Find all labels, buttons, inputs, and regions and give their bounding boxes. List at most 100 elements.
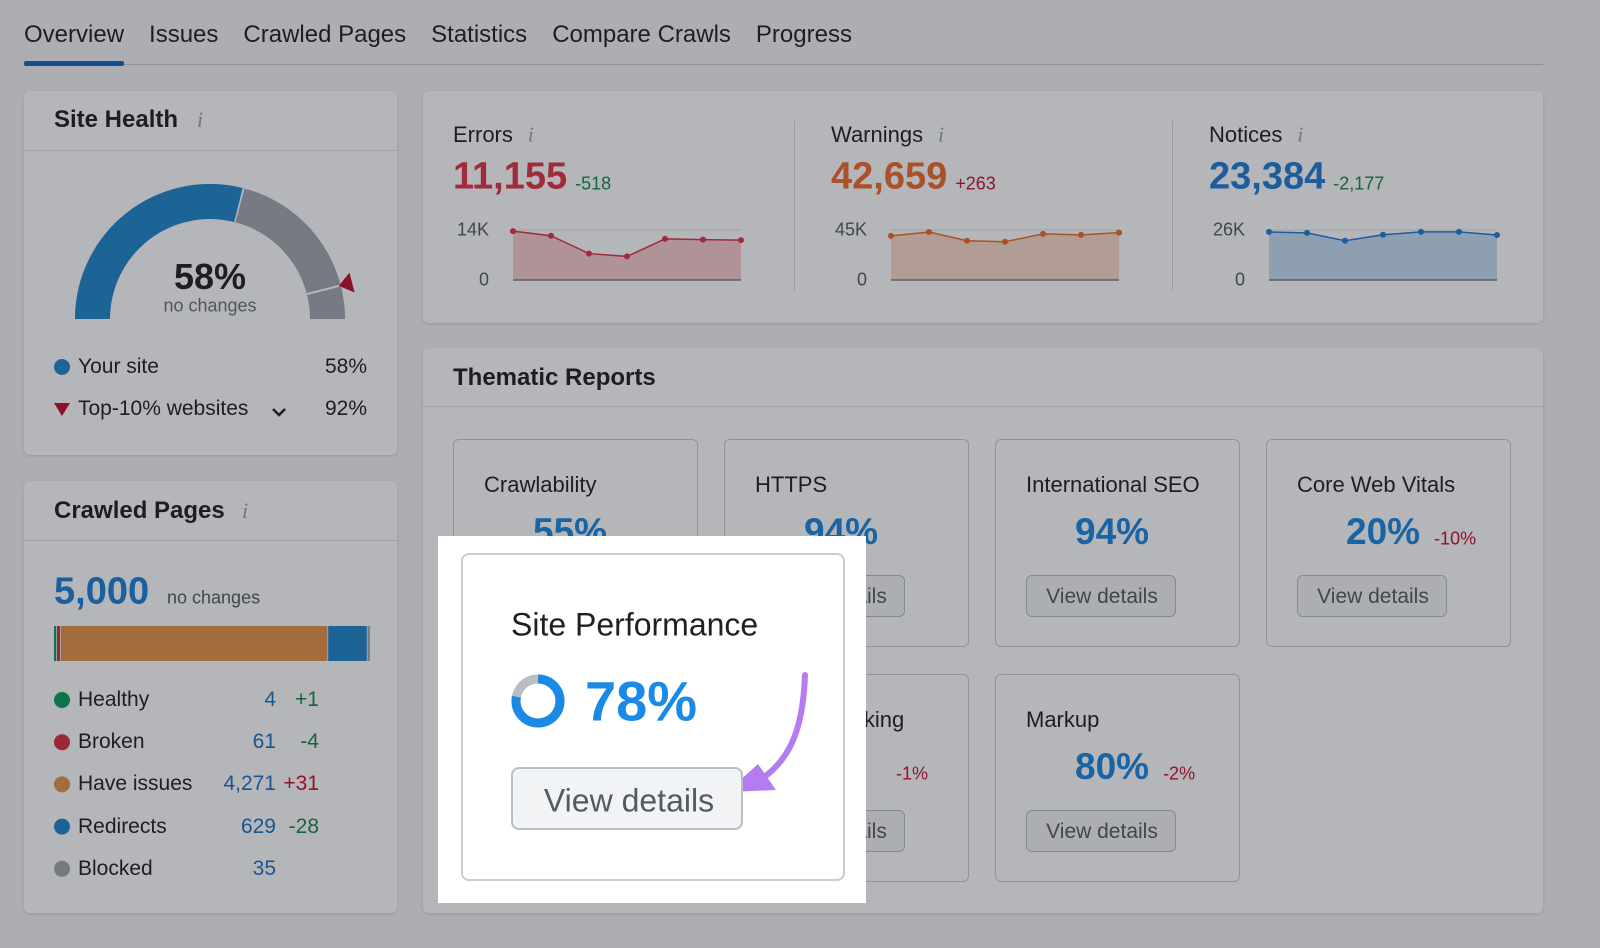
y-tick-label: 0 [478,269,489,290]
tab[interactable]: Compare Crawls [552,21,731,48]
header-divider [24,150,397,151]
button-label: View details [1317,585,1429,608]
crawled-pages-card [24,481,397,913]
y-tick-label: 45K [834,219,867,240]
row-count: 4 [264,688,276,711]
gauge-note: no changes [163,295,257,316]
button-label: View details [543,782,715,819]
dropdown-chevron [272,408,286,417]
bar-segment [60,626,329,661]
legend-triangle [54,403,70,416]
sparkline-dot [1342,237,1348,244]
sparkline-area [513,231,741,280]
report-value: 94% [1075,511,1150,552]
report-change: -1% [896,763,929,784]
tab[interactable]: Issues [149,21,219,48]
row-name: Redirects [78,814,167,838]
row-count: 629 [240,814,276,838]
info-icon: i [242,498,249,523]
row-count: 35 [252,856,276,880]
row-dot [54,776,70,793]
row-name: Blocked [78,856,153,880]
issue-change: -2,177 [1333,173,1385,194]
sparkline-dot [586,250,592,257]
report-value: 80% [1075,746,1150,787]
sparkline-dot [964,237,970,244]
info-icon: i [938,122,944,147]
card-title: Thematic Reports [453,364,656,391]
sparkline-dot [926,229,932,235]
total-note: no changes [167,587,261,608]
report-change: -10% [1434,528,1477,549]
report-name: Markup [1026,707,1100,732]
issues-card [423,91,1543,323]
benchmark-marker [338,272,355,293]
report-value: 20% [1346,511,1421,552]
report-value: 78% [585,669,698,733]
bar-segment [54,626,57,661]
sparkline-dot [1380,231,1386,238]
y-tick-label: 0 [1234,269,1245,290]
gauge-value [75,184,244,319]
gauge-value-label: 58% [173,256,247,297]
tab[interactable]: Progress [755,21,852,48]
button-label: View details [1046,585,1158,608]
report-name: Site Performance [511,606,759,643]
sparkline-dot [1418,228,1424,235]
sparkline-dot [1078,231,1084,238]
sparkline-dot [1040,230,1046,237]
report-change: -2% [1163,763,1196,784]
tab-divider [24,64,1543,65]
y-tick-label: 14K [456,219,489,240]
row-dot [54,734,70,751]
sparkline-dot [662,235,668,242]
header-divider [24,540,397,541]
legend-name: Your site [78,355,159,378]
row-dot [54,860,70,877]
report-name: Core Web Vitals [1297,472,1456,497]
card-title: Site Health [54,106,179,133]
report-name: International SEO [1026,472,1200,497]
sparkline-dot [624,253,630,260]
sparkline-dot [1494,232,1500,239]
tab[interactable]: Statistics [431,21,528,48]
tab-underline [24,61,125,66]
sparkline-area [1269,231,1497,280]
issue-change: -518 [575,173,612,194]
bar-segment [367,626,371,661]
benchmark-divider [306,284,342,296]
row-dot [54,692,70,708]
issue-name: Warnings [831,122,924,147]
sparkline-dot [548,232,554,239]
issue-change: +263 [955,173,996,194]
sparkline-dot [510,228,516,235]
view-details-button[interactable]: View details [1026,810,1176,852]
issue-divider [794,121,795,291]
y-tick-label: 0 [856,269,867,290]
bar-segment [328,626,368,661]
view-details-button[interactable]: View details [1026,575,1176,617]
issue-name: Notices [1209,122,1283,147]
view-details-button[interactable]: View details [511,767,743,830]
sparkline-dot [1304,229,1310,236]
y-tick-label: 26K [1212,219,1245,240]
issue-name: Errors [453,122,513,147]
info-icon: i [527,122,534,147]
row-change: +1 [295,688,319,711]
legend-value: 58% [324,355,367,378]
sparkline-dot [700,236,706,243]
sparkline-dot [888,232,894,239]
sparkline-dot [738,237,744,244]
issue-total: 11,155 [453,155,568,198]
tab[interactable]: Overview [24,21,125,48]
sparkline-dot [1116,229,1122,236]
view-details-button[interactable]: View details [1297,575,1447,617]
tab[interactable]: Crawled Pages [243,21,407,48]
row-name: Have issues [78,772,193,796]
row-change: -28 [288,814,319,838]
info-icon: i [197,107,204,132]
header-divider [423,406,1543,407]
report-donut [511,674,565,728]
row-name: Broken [78,730,145,754]
